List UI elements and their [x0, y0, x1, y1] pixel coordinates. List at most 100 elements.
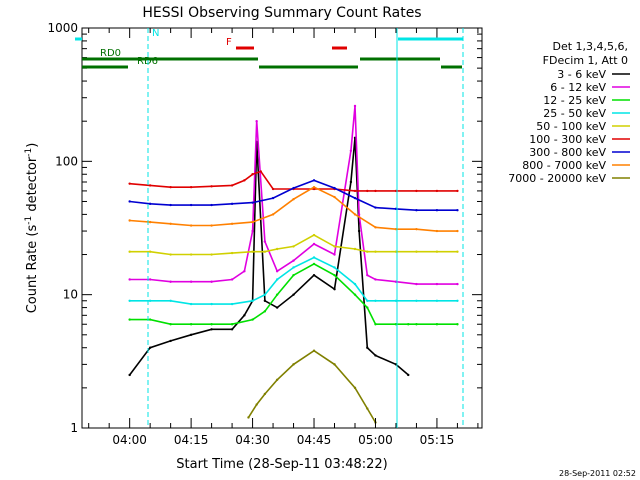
- data-point: [435, 229, 439, 233]
- data-point: [148, 220, 152, 224]
- data-point: [243, 179, 246, 182]
- data-point: [275, 378, 279, 381]
- y-axis-label: Count Rate (s-1 detector-1): [24, 143, 40, 314]
- data-point: [251, 250, 254, 253]
- data-point: [292, 186, 295, 190]
- data-point: [374, 206, 377, 209]
- data-point: [251, 220, 254, 224]
- data-point: [366, 306, 369, 309]
- x-axis-label: Start Time (28-Sep-11 03:48:22): [176, 457, 387, 472]
- data-point: [374, 323, 377, 326]
- plot-frame: [81, 27, 483, 429]
- data-point: [230, 202, 234, 206]
- data-point: [263, 240, 267, 243]
- data-point: [230, 251, 234, 255]
- data-point: [374, 189, 377, 193]
- data-point: [128, 219, 131, 222]
- data-point: [353, 189, 357, 193]
- data-point: [312, 242, 316, 246]
- data-point: [292, 197, 295, 201]
- data-point: [251, 318, 254, 321]
- x-tick-label: 04:00: [112, 433, 147, 447]
- data-point: [128, 278, 131, 281]
- data-point: [230, 278, 234, 281]
- data-point: [312, 179, 316, 182]
- data-point: [169, 222, 172, 226]
- data-point: [366, 250, 369, 253]
- data-point: [333, 195, 336, 199]
- data-point: [210, 323, 213, 326]
- data-point: [210, 203, 213, 207]
- data-point: [169, 280, 172, 283]
- data-point: [312, 262, 316, 266]
- data-point: [263, 293, 267, 296]
- data-point: [243, 314, 246, 317]
- data-point: [435, 189, 439, 193]
- y-tick-label: 100: [55, 154, 78, 168]
- legend-label: 6 - 12 keV: [550, 81, 606, 94]
- data-point: [271, 196, 275, 200]
- data-point: [312, 233, 316, 237]
- data-point: [148, 184, 152, 187]
- data-point: [189, 323, 193, 326]
- data-point: [374, 250, 377, 253]
- data-point: [333, 186, 336, 190]
- data-point: [189, 185, 193, 189]
- data-point: [148, 346, 152, 349]
- data-point: [435, 282, 439, 286]
- data-point: [263, 392, 267, 396]
- data-point: [230, 184, 234, 187]
- flag-label: N: [152, 28, 159, 39]
- data-point: [247, 416, 250, 419]
- data-point: [251, 299, 254, 302]
- data-point: [435, 323, 439, 326]
- data-point: [251, 173, 254, 176]
- data-point: [169, 253, 172, 256]
- data-point: [435, 250, 439, 253]
- data-point: [148, 202, 152, 206]
- legend-header-1: Det 1,3,4,5,6,: [552, 40, 628, 53]
- data-point: [169, 323, 172, 326]
- data-point: [243, 269, 246, 273]
- data-point: [189, 280, 193, 283]
- data-point: [456, 229, 459, 233]
- data-point: [148, 278, 152, 281]
- data-point: [366, 407, 369, 410]
- series-line: [129, 179, 458, 211]
- data-point: [169, 185, 172, 189]
- data-point: [128, 250, 131, 253]
- data-point: [456, 189, 459, 193]
- y-tick-label: 1000: [47, 21, 78, 35]
- data-point: [435, 299, 439, 302]
- data-point: [255, 119, 258, 123]
- data-point: [128, 318, 131, 321]
- data-point: [148, 250, 152, 253]
- series-line: [247, 349, 377, 423]
- series-line: [129, 137, 409, 376]
- legend-label: 50 - 100 keV: [536, 120, 606, 133]
- series-line: [129, 262, 458, 325]
- data-point: [210, 328, 213, 331]
- data-point: [415, 323, 418, 326]
- data-point: [275, 278, 279, 281]
- data-point: [169, 203, 172, 207]
- legend-label: 7000 - 20000 keV: [508, 172, 606, 185]
- data-point: [189, 224, 193, 227]
- data-point: [128, 182, 131, 185]
- data-point: [349, 149, 353, 152]
- data-point: [128, 373, 131, 377]
- data-point: [366, 189, 369, 193]
- legend-label: 12 - 25 keV: [543, 94, 606, 107]
- x-tick-label: 04:45: [297, 433, 332, 447]
- data-point: [407, 373, 410, 377]
- data-point: [210, 253, 213, 256]
- data-point: [333, 363, 336, 366]
- data-point: [353, 282, 357, 286]
- flag-label: RD0: [100, 48, 121, 59]
- data-point: [312, 349, 316, 352]
- legend: Det 1,3,4,5,6, FDecim 1, Att 0 3 - 6 keV…: [508, 40, 630, 185]
- data-point: [415, 209, 418, 212]
- data-point: [292, 293, 295, 296]
- footer-timestamp: 28-Sep-2011 02:52: [559, 469, 636, 478]
